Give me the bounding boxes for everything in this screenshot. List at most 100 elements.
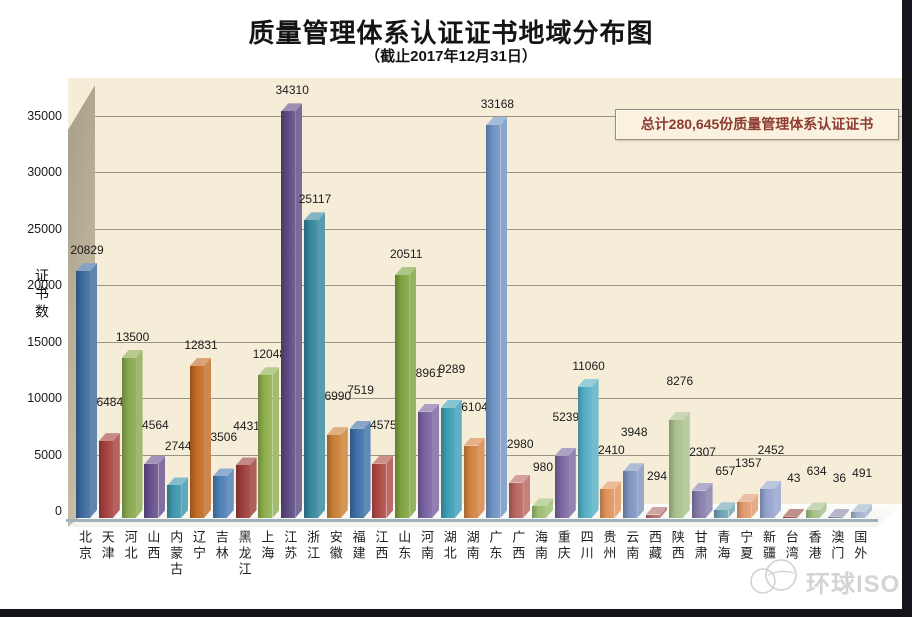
bar-top-face [805, 502, 827, 511]
bar [668, 419, 683, 518]
bar-top-face [668, 411, 690, 420]
x-axis-label: 湖南 [464, 530, 480, 562]
bar [212, 476, 227, 518]
bar [828, 516, 843, 518]
x-axis-label: 澳门 [829, 530, 845, 562]
x-axis-label: 天津 [99, 530, 115, 562]
bar [805, 510, 820, 518]
x-axis-label: 重庆 [555, 530, 571, 562]
bar [190, 365, 204, 518]
bar-top-face [554, 447, 576, 456]
bar-value-label: 12831 [184, 337, 218, 352]
y-axis-title: 证书数 [33, 268, 48, 322]
bar-value-label: 491 [852, 466, 873, 481]
bar [760, 488, 774, 518]
bar-top-face [623, 463, 645, 472]
bar-side-face [341, 427, 348, 518]
bar-value-label: 980 [532, 460, 554, 475]
bar-top-face [532, 498, 553, 507]
bar-top-face [509, 474, 531, 483]
bar-side-face [158, 456, 165, 518]
bar-value-label: 7519 [347, 382, 374, 397]
bar [623, 471, 638, 518]
bar-value-label: 25117 [298, 192, 332, 207]
y-axis-tick-label: 10000 [27, 391, 62, 406]
bar [691, 490, 706, 518]
bar-top-face [235, 457, 257, 466]
gridline [95, 116, 903, 117]
bar [372, 463, 387, 518]
bar-value-label: 34310 [275, 83, 309, 98]
bar [349, 428, 364, 518]
bar-value-label: 33168 [480, 96, 515, 111]
bar-value-label: 20829 [70, 243, 104, 258]
bar-top-face [395, 266, 417, 275]
x-axis-label: 黑龙江 [236, 530, 252, 578]
bar-value-label: 5239 [552, 409, 580, 424]
bar-side-face [820, 502, 827, 518]
globe-icon [750, 559, 797, 594]
bar-top-face [828, 508, 850, 517]
bar [509, 482, 524, 518]
bar-top-face [691, 482, 713, 491]
bar-side-face [842, 509, 849, 518]
x-axis-label: 江西 [373, 530, 389, 562]
x-axis-label: 北京 [77, 530, 92, 562]
bar [98, 441, 113, 518]
bar-top-face [281, 103, 303, 112]
bar-top-face [212, 468, 234, 477]
bar-side-face [90, 263, 97, 518]
bar-side-face [751, 494, 758, 518]
x-axis-label: 甘肃 [692, 530, 708, 562]
bar-value-label: 36 [832, 470, 847, 485]
bar-value-label: 634 [806, 464, 827, 479]
bar [235, 465, 250, 518]
bar-value-label: 43 [787, 470, 801, 485]
x-axis-label: 辽宁 [191, 530, 206, 562]
bar-value-label: 1357 [734, 455, 762, 470]
x-axis-label: 内蒙古 [168, 530, 184, 578]
bar-value-label: 2307 [689, 444, 716, 459]
bar-side-face [637, 463, 644, 518]
x-axis-label: 国外 [852, 530, 868, 562]
frame-edge-right [902, 0, 912, 617]
x-axis-label: 山东 [396, 530, 412, 562]
bar-value-label: 6104 [461, 399, 488, 414]
y-axis-tick-label: 15000 [27, 334, 62, 349]
bar-side-face [386, 456, 393, 518]
x-axis-label: 香港 [806, 530, 822, 562]
bar-top-face [304, 212, 325, 221]
bar [121, 358, 136, 518]
y-axis-tick-label: 20000 [27, 278, 62, 293]
bar [737, 501, 752, 518]
bar-side-face [797, 509, 804, 518]
bar-top-face [418, 403, 439, 412]
total-annotation: 总计280,645份质量管理体系认证证书 [615, 109, 899, 140]
bar-side-face [728, 502, 735, 518]
bar [281, 111, 296, 518]
bar-value-label: 4431 [233, 419, 260, 434]
bar-top-face [372, 455, 394, 464]
bar-value-label: 3506 [210, 430, 238, 445]
bar-top-face [76, 263, 97, 272]
bar [532, 506, 546, 518]
bar-top-face [600, 481, 622, 490]
bar-top-face [760, 480, 781, 489]
floor-front-edge [66, 518, 878, 522]
x-axis-label: 河北 [122, 530, 138, 562]
x-axis-label: 广东 [487, 530, 503, 562]
bar-side-face [683, 412, 690, 518]
bar-value-label: 8961 [415, 365, 443, 380]
bar-side-face [409, 267, 416, 518]
bar-side-face [774, 481, 781, 518]
x-axis-label: 贵州 [601, 530, 617, 562]
x-axis-label: 上海 [259, 530, 275, 562]
bar-side-face [546, 498, 553, 518]
y-axis-tick-label: 25000 [27, 221, 62, 236]
bar-value-label: 12048 [252, 347, 287, 362]
x-axis-label: 宁夏 [738, 530, 754, 562]
bar-side-face [295, 103, 302, 518]
bar-top-face [349, 420, 371, 429]
bar-side-face [614, 481, 621, 518]
